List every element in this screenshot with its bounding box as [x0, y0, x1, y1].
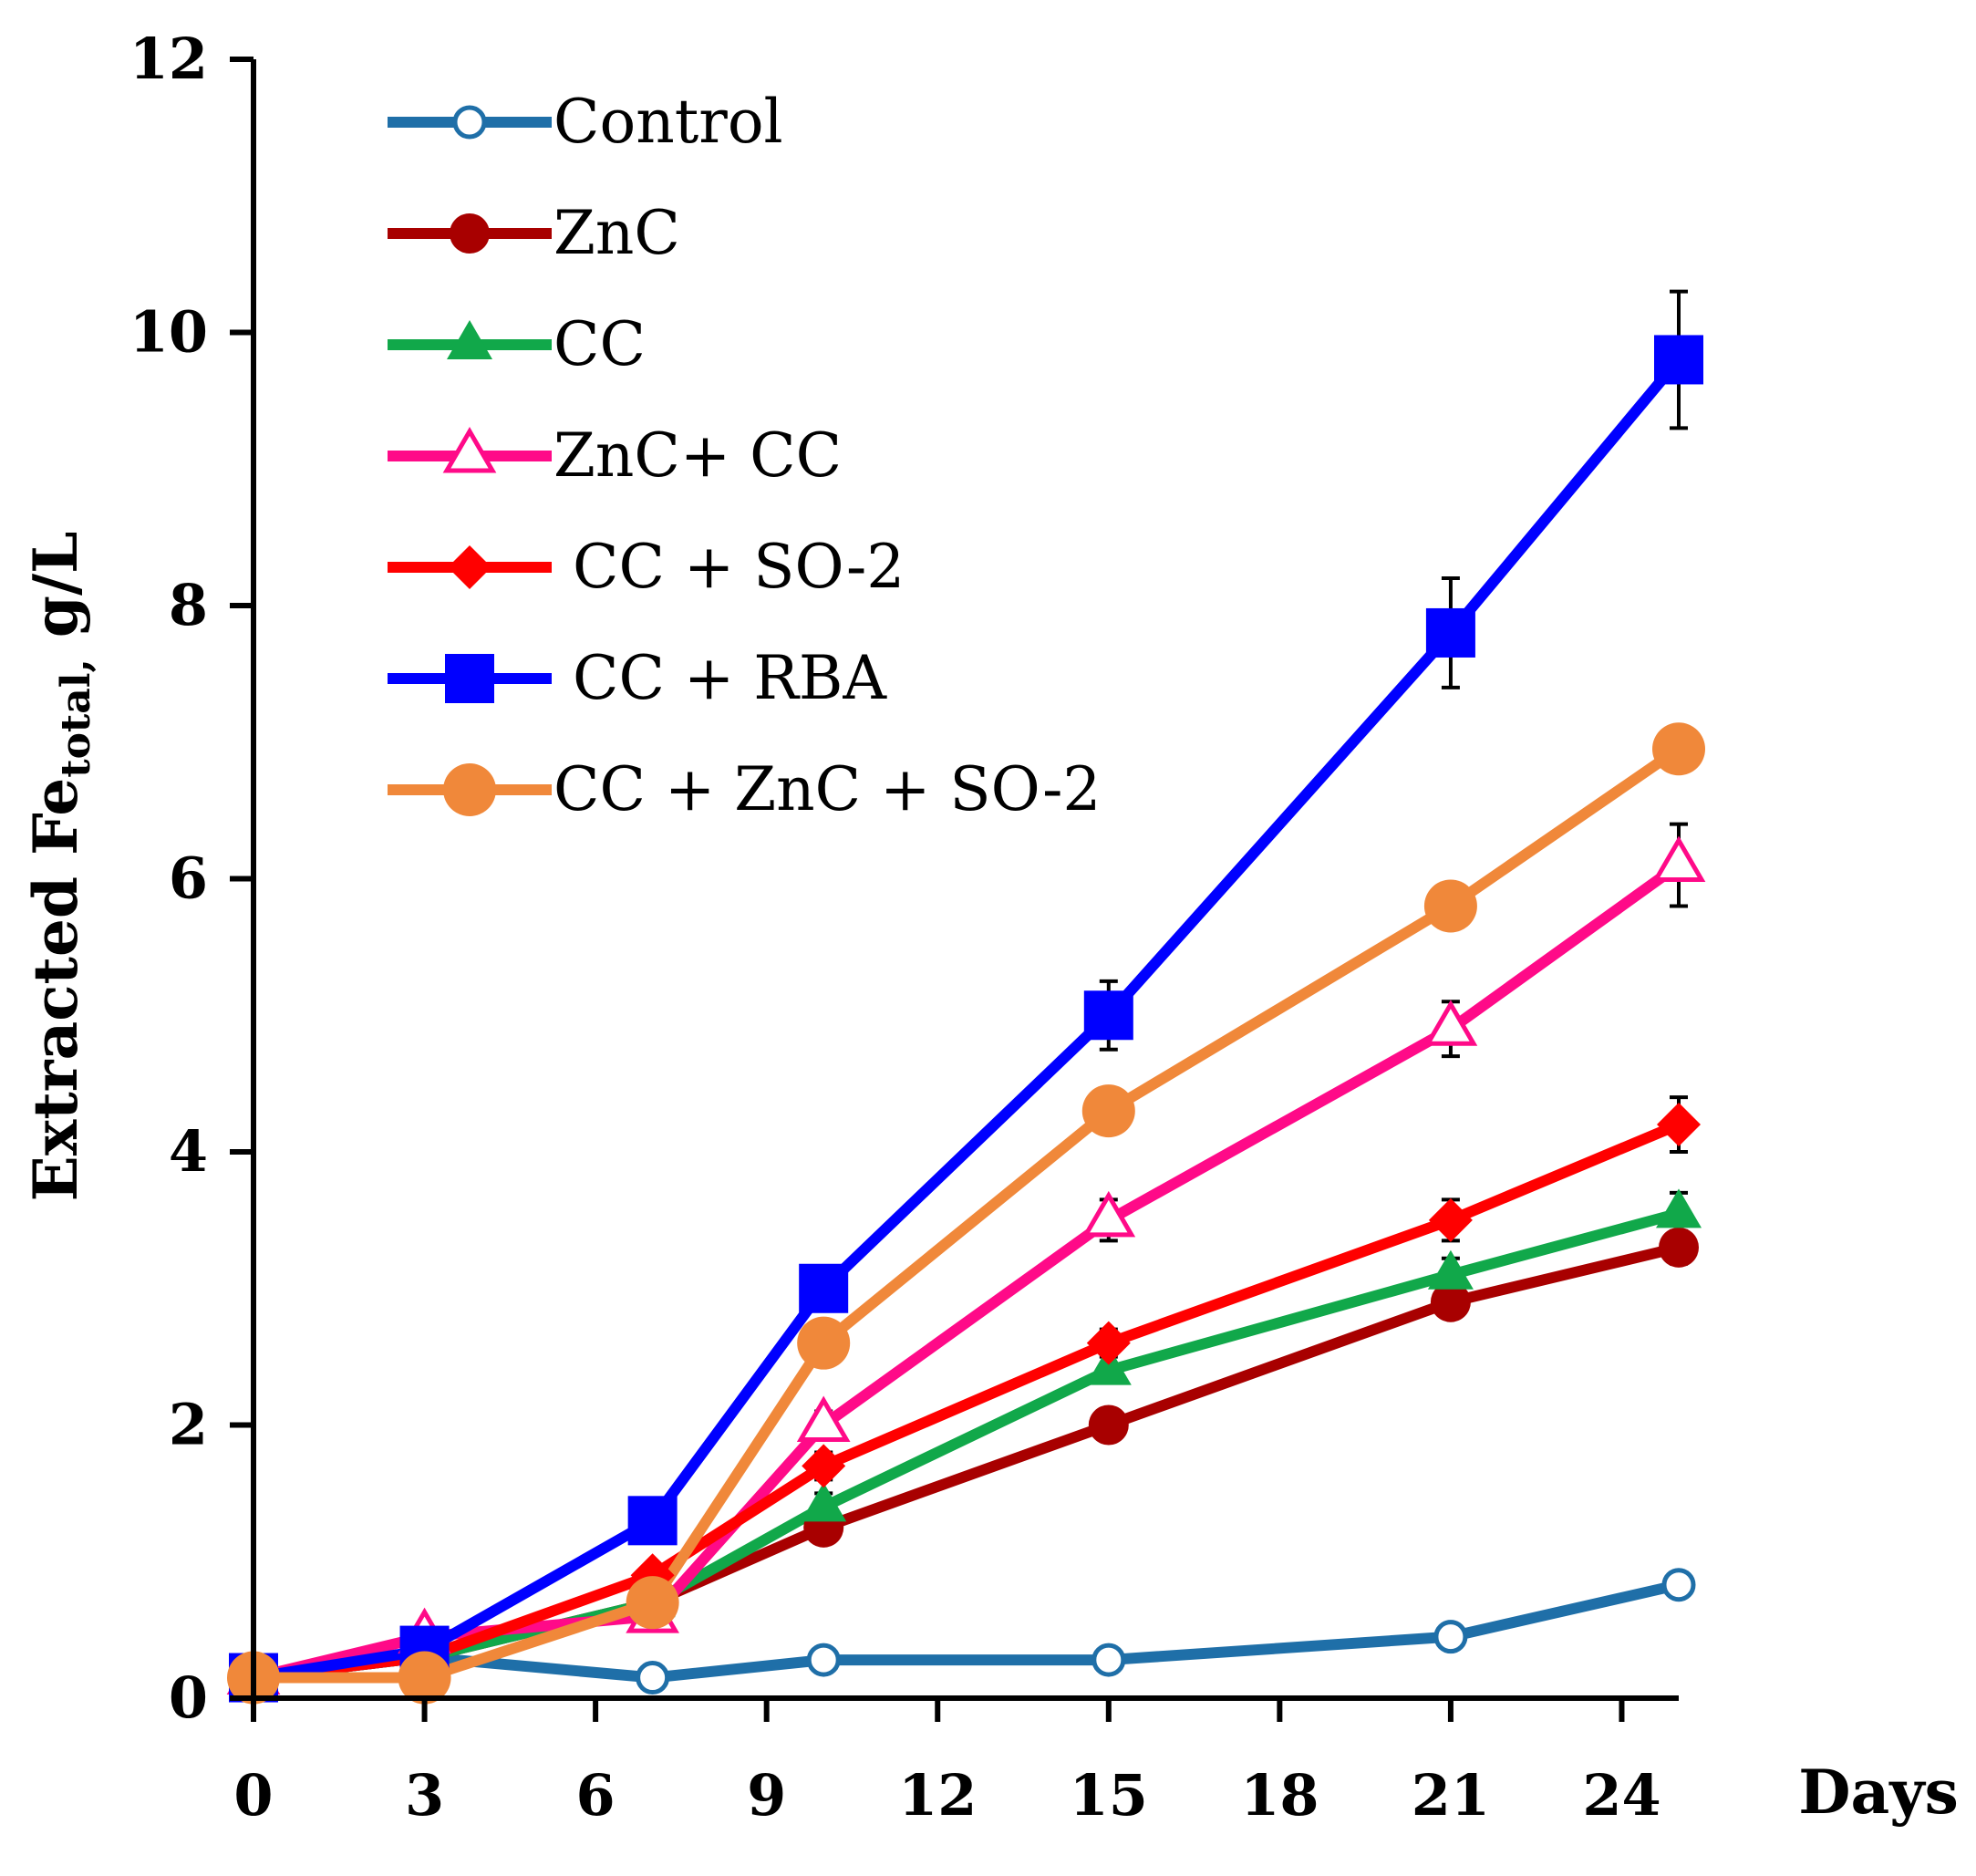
- data-point-0: [1433, 1620, 1468, 1654]
- legend-swatch-marker: [452, 105, 487, 140]
- x-tick-label: 15: [1070, 1762, 1148, 1829]
- legend-label: ZnC: [553, 198, 680, 268]
- x-tick-label: 18: [1240, 1762, 1319, 1829]
- x-tick-label: 12: [898, 1762, 977, 1829]
- legend-swatch-marker: [448, 545, 491, 589]
- data-point-4: [1086, 1321, 1131, 1365]
- data-point-1: [1659, 1227, 1699, 1268]
- data-point-0: [1091, 1643, 1126, 1677]
- data-point-6: [1081, 1084, 1135, 1138]
- legend-label: Control: [553, 87, 783, 157]
- data-point-0: [636, 1661, 670, 1695]
- data-point-2: [1427, 1249, 1474, 1290]
- legend-label: CC: [553, 309, 646, 379]
- x-tick-label: 9: [747, 1762, 786, 1829]
- data-point-5: [627, 1496, 678, 1546]
- data-point-2: [1085, 1345, 1132, 1385]
- y-tick-label: 4: [169, 1118, 208, 1185]
- y-tick-label: 6: [169, 845, 208, 912]
- legend-swatch-marker: [450, 213, 490, 254]
- y-axis-title-main: Extracted Fe: [20, 778, 91, 1202]
- y-tick-label: 0: [169, 1664, 208, 1731]
- data-point-0: [1661, 1568, 1696, 1602]
- data-point-6: [398, 1651, 451, 1705]
- legend-label: CC + SO-2: [553, 532, 905, 602]
- series-line-4: [253, 1119, 1681, 1684]
- x-tick-label: 21: [1412, 1762, 1490, 1829]
- data-point-5: [1654, 335, 1703, 385]
- axes: [251, 59, 1679, 1701]
- y-tick-label: 8: [169, 572, 208, 638]
- data-point-4: [1657, 1103, 1701, 1147]
- legend: Control ZnC CC ZnC+ CC CC + SO-2 CC + RBA CC…: [388, 87, 1101, 824]
- data-point-2: [1656, 1188, 1702, 1228]
- data-point-1: [1088, 1404, 1129, 1446]
- data-point-4: [1428, 1197, 1473, 1242]
- data-point-0: [806, 1643, 841, 1677]
- data-point-5: [1425, 607, 1475, 658]
- x-tick-label: 6: [576, 1762, 616, 1829]
- data-point-4: [802, 1444, 846, 1488]
- legend-label: CC + ZnC + SO-2: [553, 754, 1101, 824]
- x-tick-label: 24: [1582, 1762, 1660, 1829]
- legend-item: CC + ZnC + SO-2: [388, 754, 1101, 824]
- data-point-3: [1081, 1190, 1136, 1238]
- legend-label: ZnC+ CC: [553, 420, 842, 491]
- data-point-3: [1423, 1000, 1478, 1046]
- data-point-6: [1423, 879, 1477, 933]
- x-axis-title: Days: [1798, 1757, 1959, 1828]
- legend-item: CC + SO-2: [388, 532, 905, 602]
- data-point-6: [1652, 722, 1705, 776]
- legend-item: ZnC+ CC: [388, 420, 842, 491]
- data-point-3: [1651, 835, 1706, 883]
- legend-item: Control: [388, 87, 783, 157]
- y-tick-label: 12: [129, 26, 208, 92]
- y-axis-title-subscript: total,: [53, 658, 99, 778]
- legend-item: CC + RBA: [388, 643, 887, 713]
- legend-swatch-marker: [442, 427, 497, 473]
- y-tick-label: 10: [129, 299, 208, 366]
- legend-swatch-marker: [445, 654, 494, 703]
- legend-item: CC: [388, 309, 646, 379]
- data-point-2: [801, 1482, 847, 1522]
- data-point-6: [626, 1576, 679, 1630]
- data-point-6: [797, 1316, 851, 1370]
- data-point-3: [796, 1395, 851, 1442]
- legend-swatch-marker: [443, 763, 496, 816]
- series-markers: [226, 335, 1706, 1705]
- y-axis-title: Extracted Fetotal, g/L: [20, 532, 99, 1202]
- x-tick-label: 3: [405, 1762, 444, 1829]
- data-point-1: [1430, 1281, 1471, 1322]
- legend-label: CC + RBA: [553, 643, 887, 713]
- legend-swatch-marker: [447, 320, 492, 359]
- x-tick-label: 0: [233, 1762, 273, 1829]
- y-tick-label: 2: [169, 1392, 208, 1458]
- data-point-5: [1083, 990, 1133, 1041]
- y-axis-title-unit: g/L: [20, 532, 91, 659]
- data-point-5: [799, 1263, 849, 1313]
- legend-item: ZnC: [388, 198, 680, 268]
